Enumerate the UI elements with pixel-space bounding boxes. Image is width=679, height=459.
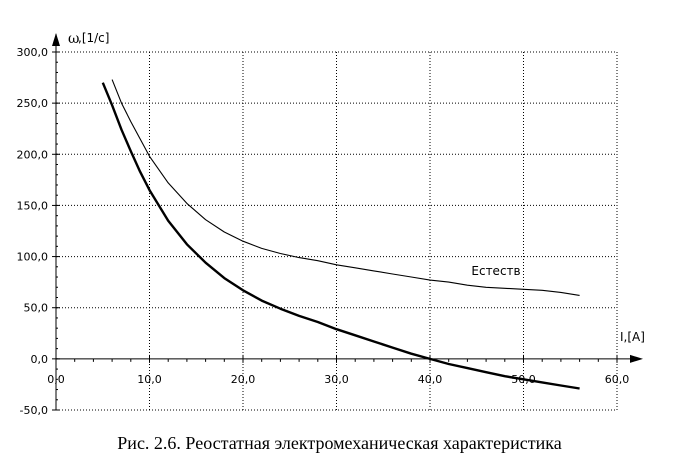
x-tick-label: 30,0 (324, 373, 349, 386)
y-tick-label: -50,0 (20, 404, 48, 417)
y-tick-label: 100,0 (17, 251, 49, 264)
x-axis-label: I,[A] (620, 330, 645, 344)
y-axis-arrow (52, 33, 60, 46)
y-tick-label: 150,0 (17, 199, 49, 212)
y-tick-label: 200,0 (17, 148, 49, 161)
tick-labels: -50,0 0,0 50,0 100,0 150,0 200,0 250,0 300,0 0,0… (17, 46, 630, 417)
y-axis-label-symbol: ω (68, 31, 79, 47)
series-lines: Естеств (101, 79, 580, 390)
series-line-rheostat (101, 82, 580, 390)
x-tick-label: 40,0 (418, 373, 443, 386)
y-tick-label: 300,0 (17, 46, 49, 59)
figure-caption: Рис. 2.6. Реостатная электромеханическая… (117, 433, 562, 453)
x-tick-label: 20,0 (231, 373, 256, 386)
y-tick-label: 50,0 (24, 302, 49, 315)
series-label: Естеств (471, 264, 520, 278)
chart-svg: -50,0 0,0 50,0 100,0 150,0 200,0 250,0 300,0 0,0… (17, 31, 645, 417)
x-tick-label: 0,0 (47, 373, 65, 386)
x-tick-label: 10,0 (137, 373, 162, 386)
y-tick-label: 250,0 (17, 97, 49, 110)
y-axis-label-unit: ,[1/c] (78, 31, 109, 45)
x-tick-label: 60,0 (605, 373, 630, 386)
x-axis-arrow (630, 354, 643, 363)
grid (56, 51, 618, 411)
axes (52, 33, 643, 411)
series-line-natural (111, 79, 580, 296)
chart-labels: ω ,[1/c] I,[A] (68, 31, 645, 344)
y-tick-label: 0,0 (31, 353, 49, 366)
